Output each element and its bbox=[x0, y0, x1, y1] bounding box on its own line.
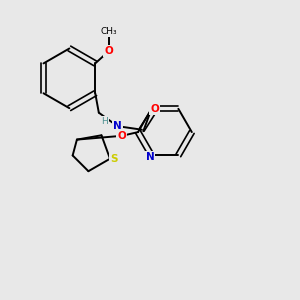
Text: O: O bbox=[117, 131, 126, 141]
Text: H: H bbox=[101, 117, 108, 126]
Text: S: S bbox=[110, 154, 117, 164]
Text: N: N bbox=[113, 121, 122, 131]
Text: O: O bbox=[104, 46, 113, 56]
Text: N: N bbox=[146, 152, 154, 162]
Text: CH₃: CH₃ bbox=[100, 27, 117, 36]
Text: O: O bbox=[150, 104, 159, 114]
